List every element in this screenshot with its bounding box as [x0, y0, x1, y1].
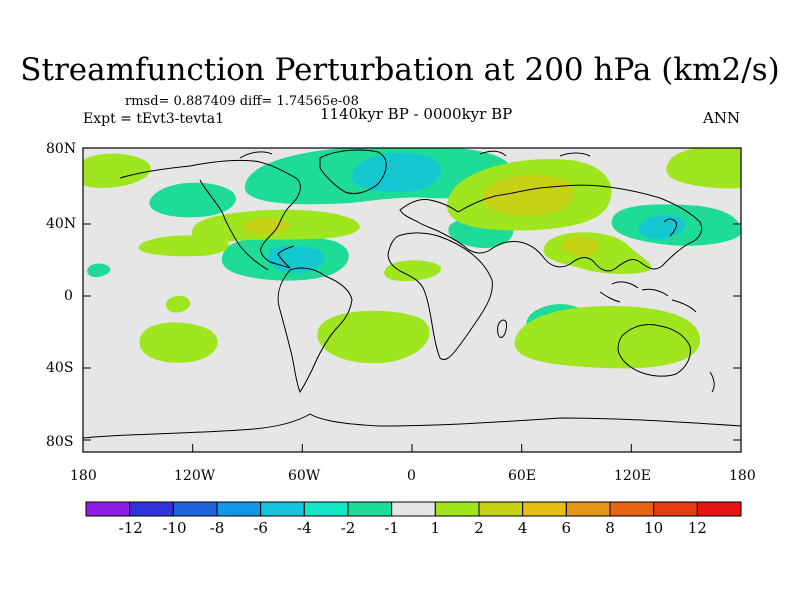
contour-pos-southindian: [514, 306, 700, 369]
colorbar-swatch: [216, 501, 262, 517]
colorbar-label: 6: [561, 519, 572, 537]
coast-south-america: [277, 267, 353, 394]
colorbar-label: 1: [430, 519, 441, 537]
colorbar-swatch: [260, 501, 305, 517]
contour-pos-pacific: [138, 235, 229, 257]
experiment-label: Expt = tEvt3-tevta1: [83, 111, 225, 127]
contour-pos-southpacific: [139, 322, 218, 363]
contour-pos-arctic-west: [83, 153, 151, 188]
contour-neg-pacific-north: [149, 182, 236, 218]
colorbar-swatch: [696, 501, 742, 517]
colorbar-swatch: [609, 501, 655, 517]
colorbar-swatch: [303, 501, 349, 517]
coast-north-america: [119, 159, 301, 271]
coast-europe-asia: [399, 184, 703, 272]
coast-new-zealand: [709, 371, 715, 393]
lat-label-80s: 80S: [46, 434, 74, 450]
lon-label-120e: 120E: [614, 468, 651, 484]
colorbar-label: -12: [118, 519, 143, 537]
coast-maritime-asia: [599, 281, 697, 313]
colorbar-label: 10: [644, 519, 664, 537]
contour-pos-southatlantic: [317, 310, 430, 364]
contour-pos-northamerica-core: [243, 218, 289, 235]
tick-marks: [82, 147, 742, 452]
colorbar-swatch: [391, 501, 436, 517]
coast-madagascar: [497, 319, 507, 338]
colorbar-swatch: [478, 501, 524, 517]
season-label: ANN: [703, 109, 741, 127]
colorbar-swatch: [347, 501, 393, 517]
colorbar-swatch: [85, 501, 131, 517]
colorbar-swatch: [129, 501, 174, 517]
colorbar-swatch: [653, 501, 698, 517]
colorbar-label: -1: [384, 519, 399, 537]
plot-title: Streamfunction Perturbation at 200 hPa (…: [20, 52, 780, 88]
contour-pos-southasia-core: [561, 236, 599, 256]
contour-neg-caribbean-core: [268, 245, 325, 274]
coast-australia: [617, 323, 691, 377]
contour-neg-northatlantic-core: [351, 152, 441, 193]
colorbar-label: 2: [474, 519, 484, 537]
lon-label-180w: 180: [70, 468, 97, 484]
coast-antarctica: [83, 413, 741, 439]
colorbar-label: 12: [687, 519, 707, 537]
period-label: 1140kyr BP - 0000kyr BP: [320, 105, 513, 123]
stats-line: rmsd= 0.887409 diff= 1.74565e-08: [125, 94, 359, 109]
colorbar-label: 4: [517, 519, 528, 537]
coastlines: [83, 149, 741, 439]
lat-label-80n: 80N: [46, 141, 77, 157]
lon-label-60w: 60W: [288, 468, 321, 484]
coast-arctic-islands: [239, 150, 591, 159]
lon-label-0: 0: [407, 468, 416, 484]
coast-greenland: [319, 149, 387, 195]
coast-africa: [387, 232, 493, 361]
colorbar-swatch: [565, 501, 611, 517]
colorbar-label: -2: [340, 519, 356, 537]
colorbar-swatch: [434, 501, 480, 517]
contour-neg-japan-core: [638, 215, 686, 240]
lon-label-120w: 120W: [174, 468, 216, 484]
lon-label-180e: 180: [729, 468, 756, 484]
colorbar-label: -10: [162, 519, 187, 537]
colorbar-label: -4: [297, 519, 312, 537]
contour-neg-westpacific: [87, 263, 111, 278]
lat-label-40s: 40S: [46, 360, 74, 376]
lat-label-0: 0: [64, 288, 73, 304]
colorbar-label: -6: [253, 519, 268, 537]
contour-pos-arctic-east: [666, 148, 741, 189]
colorbar-label: 8: [605, 519, 615, 537]
colorbar: [85, 501, 742, 517]
colorbar-label: -8: [209, 519, 225, 537]
contour-pos-tropicpacific: [165, 295, 191, 313]
colorbar-swatch: [172, 501, 218, 517]
colorbar-swatch: [522, 501, 567, 517]
coast-japan: [663, 218, 677, 237]
lat-label-40n: 40N: [46, 216, 77, 232]
contour-pos-africa: [384, 260, 441, 282]
contour-pos-eurasia-core: [481, 175, 574, 216]
lon-label-60e: 60E: [508, 468, 537, 484]
